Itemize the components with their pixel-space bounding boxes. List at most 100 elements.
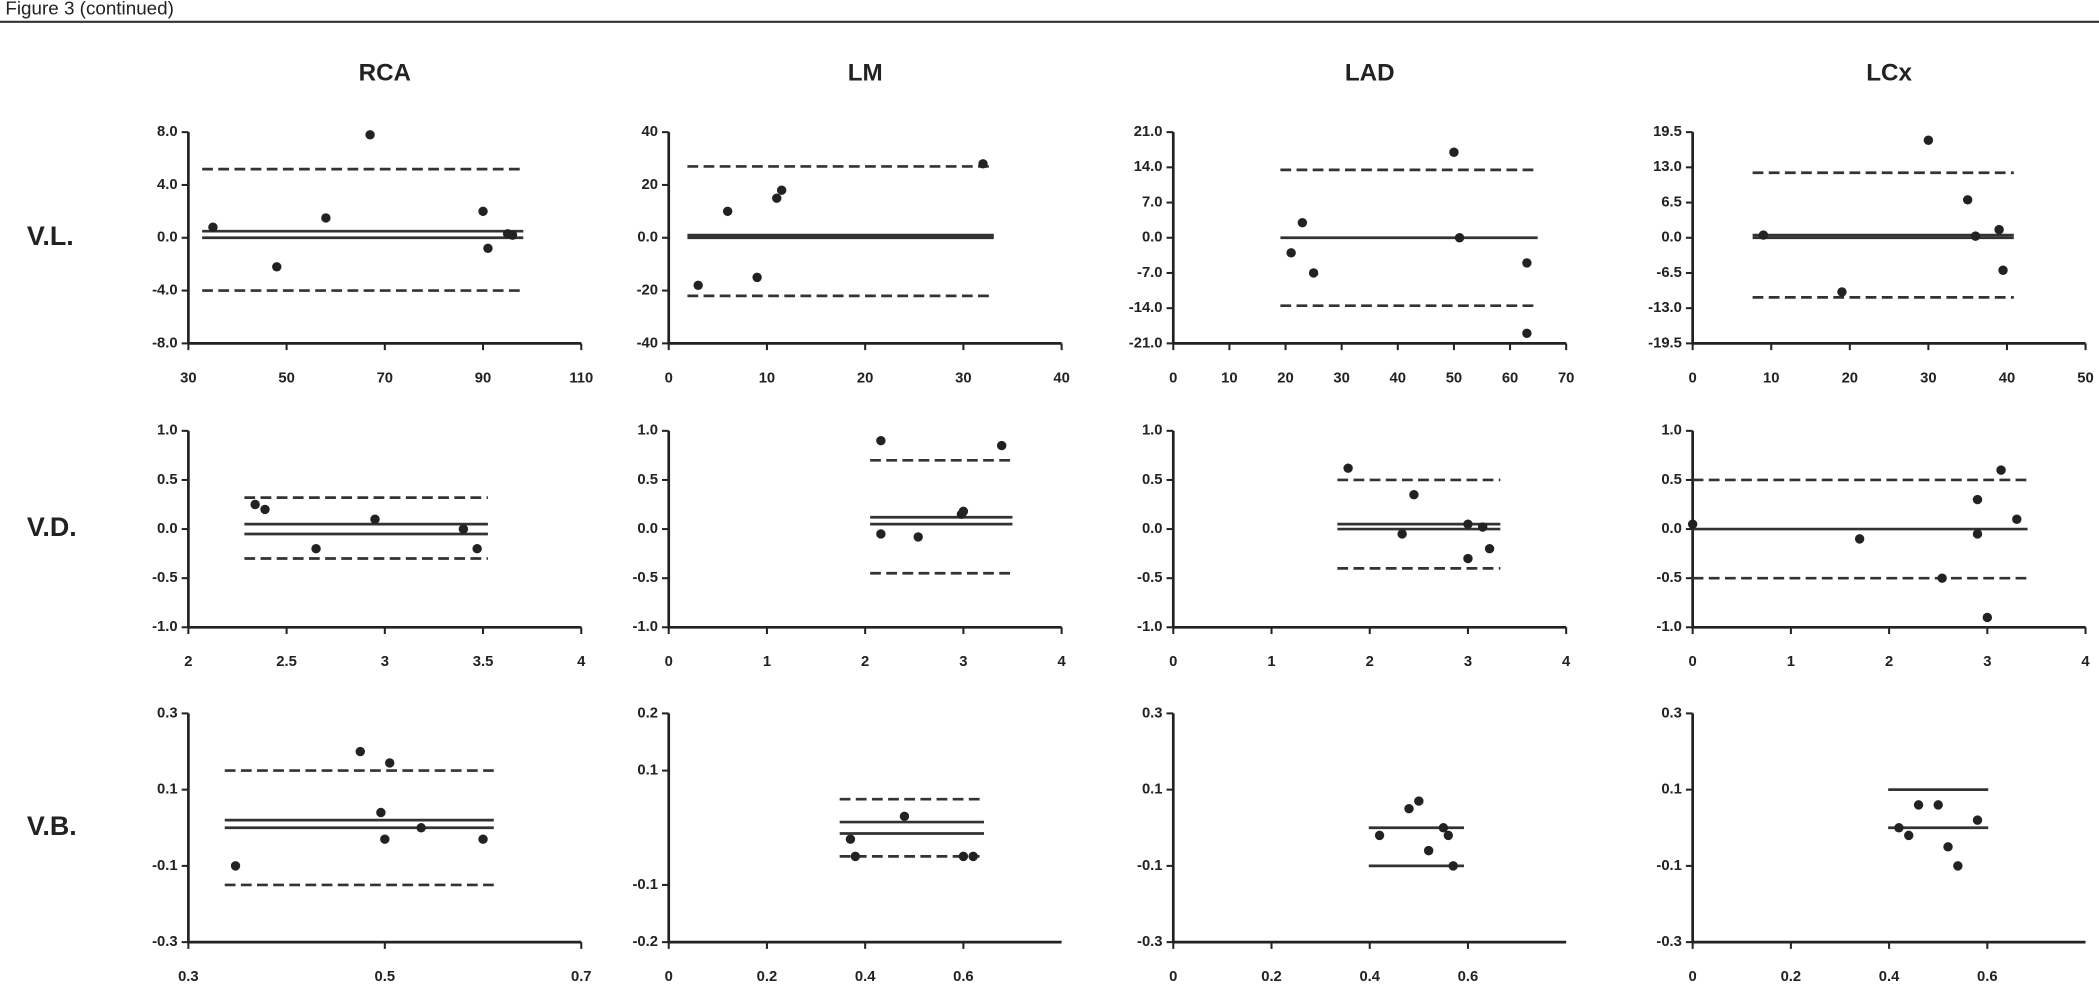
y-tick-label: 0.5 <box>157 472 178 488</box>
point <box>272 262 282 272</box>
point <box>1463 519 1473 529</box>
x-tick-label: 0 <box>1169 969 1177 985</box>
x-tick-label: 4 <box>577 654 586 670</box>
x-tick-label: 60 <box>1502 370 1518 386</box>
x-tick-label: 0 <box>665 370 673 386</box>
point <box>311 543 321 554</box>
x-tick-label: 0 <box>1689 654 1697 670</box>
y-tick-label: 0.1 <box>1661 782 1682 798</box>
x-tick-label: 30 <box>955 370 971 386</box>
y-tick-label: 0.0 <box>157 230 178 246</box>
x-tick-label: 10 <box>1763 370 1779 386</box>
figure-header: Figure 3 (continued) <box>5 0 173 19</box>
x-tick-label: 0.4 <box>1359 969 1380 985</box>
point <box>850 851 861 862</box>
point <box>1996 465 2006 475</box>
y-tick-label: 1.0 <box>1661 423 1682 439</box>
point <box>845 834 856 844</box>
x-tick-label: 1 <box>1787 654 1795 670</box>
point <box>978 159 988 169</box>
point <box>693 280 703 291</box>
point <box>899 811 910 822</box>
x-tick-label: 0.2 <box>1261 969 1282 985</box>
point <box>1923 135 1934 145</box>
x-tick-label: 3.5 <box>473 654 494 670</box>
point <box>1404 803 1414 814</box>
y-tick-label: -0.5 <box>1137 570 1163 586</box>
point <box>1463 553 1473 564</box>
point <box>355 746 365 757</box>
x-tick-label: 30 <box>180 370 196 386</box>
point <box>1522 328 1532 339</box>
x-tick-label: 4 <box>1562 654 1571 670</box>
point <box>1687 519 1698 529</box>
point <box>1308 268 1319 278</box>
x-tick-label: 0 <box>665 654 673 670</box>
y-tick-label: -19.5 <box>1648 335 1682 351</box>
point <box>1854 534 1865 544</box>
point <box>478 206 488 217</box>
point <box>1953 861 1963 871</box>
chart-title: RCA <box>359 60 411 87</box>
point <box>321 213 331 223</box>
y-tick-label: -0.1 <box>632 877 657 893</box>
point <box>1397 529 1407 539</box>
point <box>2012 514 2022 524</box>
chart-title: LAD <box>1345 60 1395 87</box>
point <box>260 504 270 515</box>
point <box>968 851 978 862</box>
y-tick-label: -1.0 <box>1656 619 1682 635</box>
y-tick-label: 14.0 <box>1134 159 1163 175</box>
y-tick-label: -0.1 <box>152 858 178 874</box>
x-tick-label: 110 <box>569 370 593 386</box>
x-tick-label: 0.6 <box>1458 969 1479 985</box>
x-tick-label: 50 <box>1446 370 1462 386</box>
y-tick-label: -0.3 <box>152 934 178 950</box>
point <box>230 861 241 871</box>
y-tick-label: -0.3 <box>1656 934 1682 950</box>
y-tick-label: 1.0 <box>1142 423 1163 439</box>
x-tick-label: 0 <box>1689 370 1697 386</box>
point <box>958 506 969 517</box>
point <box>1414 796 1424 806</box>
point <box>1443 830 1454 841</box>
x-tick-label: 3 <box>1464 654 1472 670</box>
point <box>1913 800 1924 810</box>
x-tick-label: 70 <box>377 370 393 386</box>
y-tick-label: 0.1 <box>637 762 658 778</box>
x-tick-label: 0.6 <box>1977 969 1998 985</box>
point <box>1904 830 1914 841</box>
point <box>1286 248 1296 258</box>
point <box>370 514 380 524</box>
y-tick-label: 0.0 <box>1661 521 1682 537</box>
y-tick-label: 0.2 <box>637 705 658 721</box>
y-tick-label: 0.0 <box>1142 521 1163 537</box>
point <box>1982 612 1993 623</box>
y-tick-label: 0.0 <box>1142 230 1163 246</box>
point <box>913 532 923 542</box>
x-tick-label: 30 <box>1920 370 1936 386</box>
x-tick-label: 2 <box>1366 654 1374 670</box>
point <box>958 851 969 862</box>
point <box>752 272 762 283</box>
point <box>1972 815 1983 825</box>
y-tick-label: -8.0 <box>152 335 178 351</box>
x-tick-label: 20 <box>1842 370 1858 386</box>
y-tick-label: -1.0 <box>1137 619 1163 635</box>
point <box>365 130 375 140</box>
point <box>1343 463 1353 473</box>
y-tick-label: -0.2 <box>632 934 657 950</box>
y-tick-label: -4.0 <box>152 282 178 298</box>
point <box>1409 489 1419 500</box>
y-tick-label: -21.0 <box>1129 335 1163 351</box>
point <box>1758 230 1769 240</box>
y-tick-label: 0.3 <box>157 705 178 721</box>
point <box>483 243 493 254</box>
x-tick-label: 0 <box>1689 969 1697 985</box>
chart-title: LCx <box>1866 60 1912 87</box>
y-tick-label: -0.1 <box>1656 858 1682 874</box>
y-tick-label: -13.0 <box>1648 300 1682 316</box>
point <box>1438 823 1449 833</box>
point <box>722 206 733 217</box>
point <box>1994 224 2004 235</box>
